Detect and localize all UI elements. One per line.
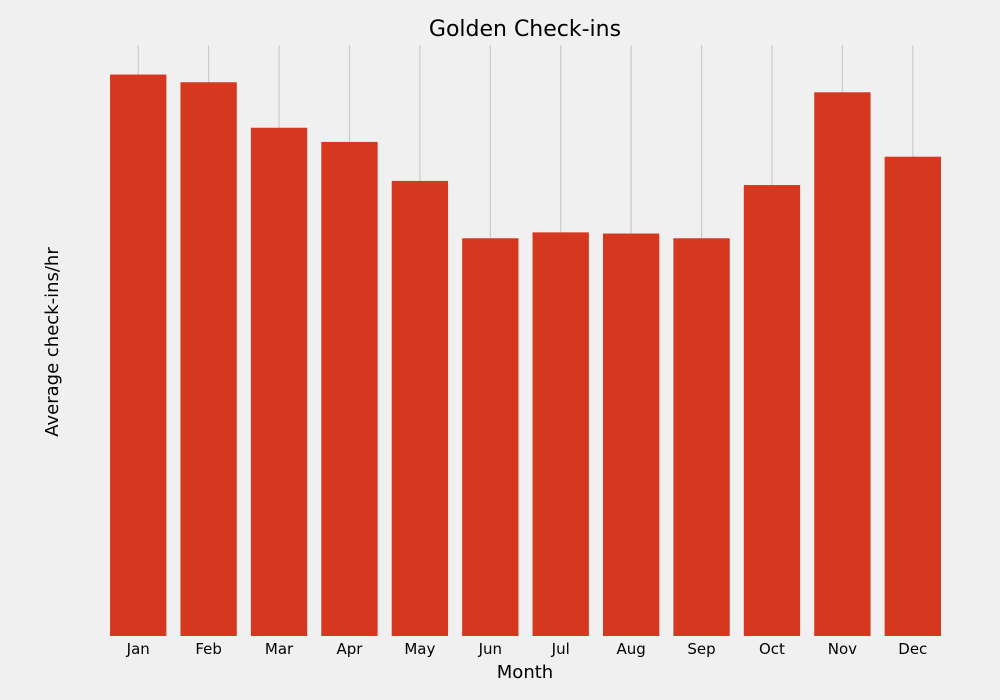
x-tick-label-oct: Oct <box>759 640 785 658</box>
bar-jun <box>462 238 519 636</box>
bar-feb <box>180 82 237 636</box>
x-axis-label: Month <box>497 662 553 683</box>
x-tick-label-apr: Apr <box>336 640 363 658</box>
x-tick-label-aug: Aug <box>616 640 645 658</box>
y-axis-label: Average check-ins/hr <box>42 247 63 437</box>
x-tick-label-feb: Feb <box>195 640 222 658</box>
bar-may <box>391 180 449 636</box>
x-tick-label-jun: Jun <box>478 640 502 658</box>
bar-oct <box>743 185 801 636</box>
x-tick-label-sep: Sep <box>687 640 715 658</box>
bar-jul <box>532 232 589 637</box>
bar-sep <box>673 238 730 636</box>
x-tick-label-mar: Mar <box>265 640 294 658</box>
x-tick-label-jul: Jul <box>551 640 570 658</box>
plot-area: Jan Feb Mar Apr May Jun Jul Aug Sep Oct Nov Dec <box>110 45 941 658</box>
x-tick-label-may: May <box>404 640 435 658</box>
bar-nov <box>814 92 871 636</box>
x-tick-label-jan: Jan <box>126 640 150 658</box>
bars <box>110 74 941 637</box>
bar-dec <box>884 156 941 636</box>
bar-apr <box>321 141 378 636</box>
x-tick-label-nov: Nov <box>828 640 857 658</box>
x-tick-label-dec: Dec <box>898 640 927 658</box>
bar-jan <box>110 74 167 637</box>
x-tick-labels: Jan Feb Mar Apr May Jun Jul Aug Sep Oct Nov Dec <box>126 640 928 658</box>
bar-aug <box>602 233 660 637</box>
chart-title: Golden Check-ins <box>429 17 621 42</box>
bar-mar <box>250 127 308 637</box>
